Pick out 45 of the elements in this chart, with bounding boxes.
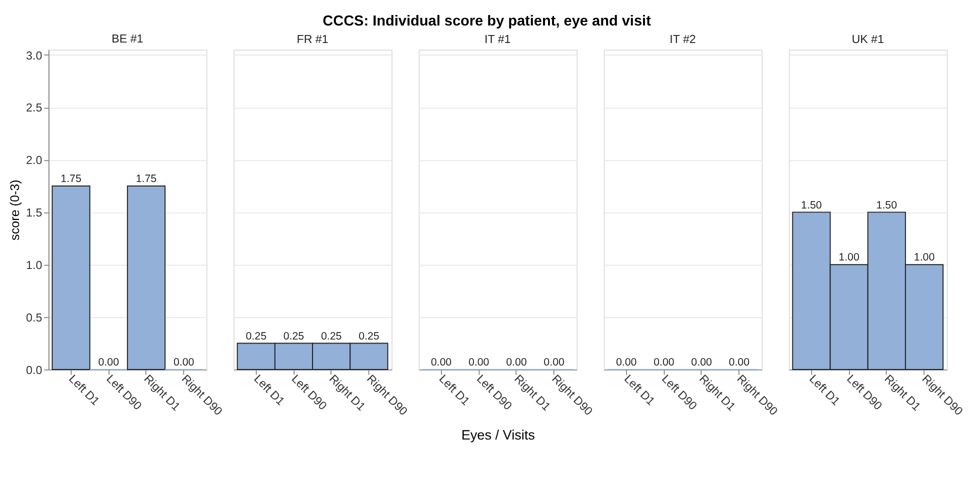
y-axis-title: score (0-3) <box>8 180 22 240</box>
data-label: 0.25 <box>320 330 342 342</box>
data-label: 1.50 <box>876 199 898 212</box>
chart-title: CCCS: Individual score by patient, eye and visit <box>322 13 652 30</box>
data-label: 0.00 <box>173 356 194 369</box>
y-tick-label: 0.0 <box>26 364 42 377</box>
data-label: 0.00 <box>506 356 527 369</box>
data-label: 0.00 <box>98 356 120 369</box>
data-label: 1.75 <box>136 173 157 186</box>
data-label: 0.00 <box>616 356 637 369</box>
x-tick-label: Left D90 <box>288 372 330 413</box>
y-tick-label: 3.0 <box>26 49 42 62</box>
chart-subtitle: IT #2 <box>670 32 696 46</box>
x-tick-label: Left D1 <box>251 372 287 408</box>
data-label: 0.00 <box>430 356 452 369</box>
data-label: 0.25 <box>358 330 380 342</box>
chart-subtitle: IT #1 <box>484 32 511 46</box>
x-tick-label: Left D90 <box>844 372 884 413</box>
data-label: 1.50 <box>801 199 822 212</box>
data-label: 0.25 <box>246 330 267 342</box>
y-tick-label: 2.0 <box>26 154 42 168</box>
chart-subtitle: FR #1 <box>296 32 328 46</box>
x-tick-label: Left D90 <box>104 372 144 413</box>
data-label: 1.00 <box>914 252 935 264</box>
y-tick-label: 2.5 <box>26 102 42 115</box>
data-label: 0.00 <box>728 356 750 369</box>
chart-subtitle: BE #1 <box>112 32 144 46</box>
data-label: 0.25 <box>283 330 304 342</box>
data-label: 0.00 <box>691 356 712 369</box>
x-tick-label: Left D1 <box>806 372 842 408</box>
x-tick-label: Left D1 <box>436 372 472 408</box>
y-tick-label: 0.5 <box>26 311 42 324</box>
data-label: 0.00 <box>654 356 674 369</box>
y-tick-label: 1.5 <box>26 206 42 220</box>
x-tick-label: Left D90 <box>659 372 700 413</box>
x-tick-label: Left D1 <box>66 372 102 408</box>
data-label: 0.00 <box>544 356 564 369</box>
y-tick-label: 1.0 <box>26 258 42 272</box>
x-axis-title: Eyes / Visits <box>461 428 536 443</box>
data-label: 1.75 <box>60 173 82 186</box>
data-label: 1.00 <box>838 252 860 264</box>
x-tick-label: Left D90 <box>474 372 514 413</box>
data-label: 0.00 <box>468 356 490 369</box>
x-tick-label: Left D1 <box>621 372 658 408</box>
chart-subtitle: UK #1 <box>852 32 884 46</box>
